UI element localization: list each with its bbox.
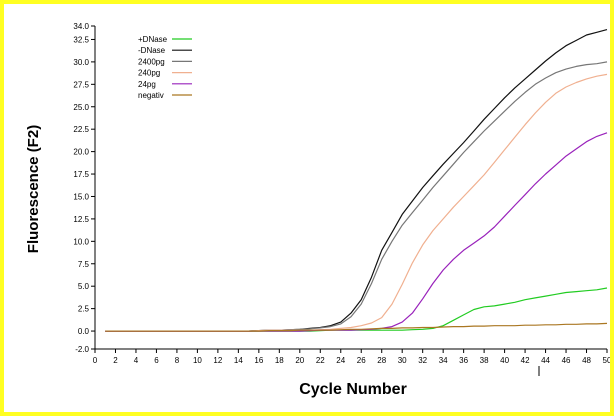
y-tick-label: 5.0 (78, 282, 90, 291)
legend-label: -DNase (138, 46, 166, 55)
y-tick-label: 10.0 (73, 237, 89, 246)
x-tick-label: 42 (521, 356, 530, 365)
y-tick-label: 20.0 (73, 148, 89, 157)
x-tick-label: 30 (398, 356, 407, 365)
legend-label: negativ (138, 91, 164, 100)
x-tick-label: 50 (603, 356, 610, 365)
y-tick-label: 15.0 (73, 192, 89, 201)
y-tick-label: 7.5 (78, 260, 90, 269)
y-tick-label: 12.5 (73, 215, 89, 224)
x-tick-label: 28 (377, 356, 386, 365)
y-axis-title: Fluorescence (F2) (25, 125, 42, 253)
chart-canvas: -2.0 0.0 2.5 5.0 7.5 10.0 12.5 15.0 17.5 20.0 22.5… (25, 22, 610, 398)
series-line-240pg (105, 73, 608, 332)
x-tick-label: 26 (357, 356, 366, 365)
x-tick-label: 48 (582, 356, 591, 365)
y-tick-label: 22.5 (73, 125, 89, 134)
x-tick-label: 40 (500, 356, 509, 365)
y-tick-label: 0.0 (78, 327, 90, 336)
series-line-dnase (105, 29, 608, 332)
y-tick-label: -2.0 (75, 345, 89, 354)
y-tick-label: 2.5 (78, 305, 90, 314)
x-tick-label: 6 (154, 356, 159, 365)
y-tick-label: 34.0 (73, 22, 89, 31)
series-layer (105, 29, 608, 332)
x-tick-label: 36 (459, 356, 468, 365)
x-tick-label: 24 (336, 356, 345, 365)
x-tick-label: 46 (562, 356, 571, 365)
legend-label: 2400pg (138, 57, 165, 66)
y-tick-label: 25.0 (73, 103, 89, 112)
x-tick-label: 14 (234, 356, 243, 365)
x-tick-label: 22 (316, 356, 325, 365)
legend: +DNase -DNase 2400pg 240pg 24pg negativ (138, 35, 192, 100)
x-tick-label: 44 (541, 356, 550, 365)
x-tick-label: 34 (439, 356, 448, 365)
x-tick-label: 10 (193, 356, 202, 365)
x-tick-label: 20 (295, 356, 304, 365)
y-tick-label: 30.0 (73, 58, 89, 67)
y-tick-label: 32.5 (73, 35, 89, 44)
x-tick-label: 12 (213, 356, 222, 365)
series-line-negativ (105, 322, 608, 332)
y-tick-label: 17.5 (73, 170, 89, 179)
x-tick-label: 32 (418, 356, 427, 365)
axes: -2.0 0.0 2.5 5.0 7.5 10.0 12.5 15.0 17.5 20.0 22.5… (73, 22, 610, 365)
chart-frame: -2.0 0.0 2.5 5.0 7.5 10.0 12.5 15.0 17.5 20.0 22.5… (4, 4, 610, 412)
x-tick-label: 0 (93, 356, 98, 365)
series-line-2400pg (105, 61, 608, 332)
x-tick-label: 4 (134, 356, 139, 365)
y-tick-label: 27.5 (73, 80, 89, 89)
legend-label: 24pg (138, 80, 156, 89)
series-line-24pg (105, 132, 608, 332)
legend-label: +DNase (138, 35, 168, 44)
x-tick-label: 18 (275, 356, 284, 365)
x-axis-title: Cycle Number (299, 381, 407, 398)
x-tick-label: 38 (480, 356, 489, 365)
x-tick-label: 8 (175, 356, 180, 365)
x-tick-label: 16 (254, 356, 263, 365)
x-tick-label: 2 (113, 356, 118, 365)
legend-label: 240pg (138, 69, 160, 78)
